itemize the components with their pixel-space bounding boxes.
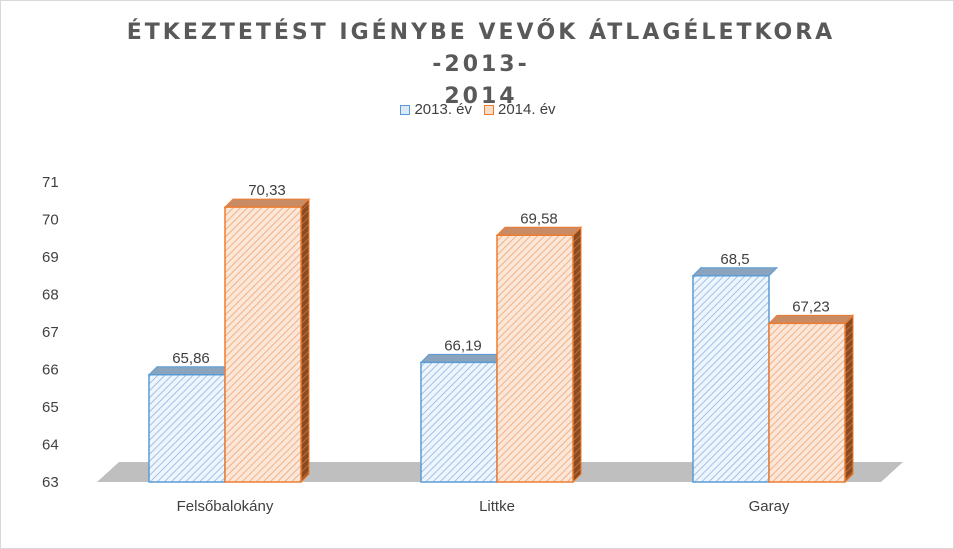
bar-top (691, 267, 779, 277)
y-tick-label: 65 (42, 399, 59, 416)
chart-title-line-1: ÉTKEZTETÉST IGÉNYBE VEVŐK ÁTLAGÉLETKORA … (126, 20, 836, 77)
bar-top (147, 366, 235, 376)
y-tick-label: 68 (42, 287, 59, 304)
bar (148, 374, 226, 483)
bar-side (572, 226, 582, 484)
legend-label-2013: 2013. év (414, 101, 472, 118)
legend-swatch-2013 (400, 104, 411, 115)
y-tick-label: 71 (42, 174, 59, 191)
data-label: 69,58 (520, 210, 558, 227)
chart-title-line-2: 2014 (444, 84, 518, 109)
chart-title: ÉTKEZTETÉST IGÉNYBE VEVŐK ÁTLAGÉLETKORA … (101, 17, 861, 113)
bar-top (223, 198, 311, 208)
bar (496, 234, 574, 483)
y-tick-label: 69 (42, 249, 59, 266)
y-tick-label: 63 (42, 474, 59, 491)
bar-side (844, 314, 854, 484)
data-label: 65,86 (172, 350, 210, 367)
legend: 2013. év 2014. év (1, 101, 954, 118)
data-label: 66,19 (444, 337, 482, 354)
category-label: Felsőbalokány (177, 498, 274, 515)
category-label: Littke (479, 498, 515, 515)
legend-item-2014: 2014. év (484, 101, 556, 118)
y-tick-label: 70 (42, 212, 59, 229)
legend-swatch-2014 (484, 104, 494, 115)
data-label: 70,33 (248, 182, 286, 199)
bar-side (300, 197, 310, 484)
bar (692, 275, 770, 483)
y-tick-label: 64 (42, 437, 59, 454)
category-label: Garay (749, 498, 790, 515)
bar (768, 322, 846, 483)
bar-top (419, 353, 507, 363)
bar-top (767, 314, 855, 324)
legend-label-2014: 2014. év (498, 101, 556, 118)
bar-top (495, 226, 583, 236)
data-label: 67,23 (792, 298, 830, 315)
bar (420, 361, 498, 483)
bar (224, 206, 302, 483)
legend-item-2013: 2013. év (400, 101, 472, 118)
y-tick-label: 66 (42, 362, 59, 379)
y-tick-label: 67 (42, 324, 59, 341)
data-label: 68,5 (720, 251, 749, 268)
